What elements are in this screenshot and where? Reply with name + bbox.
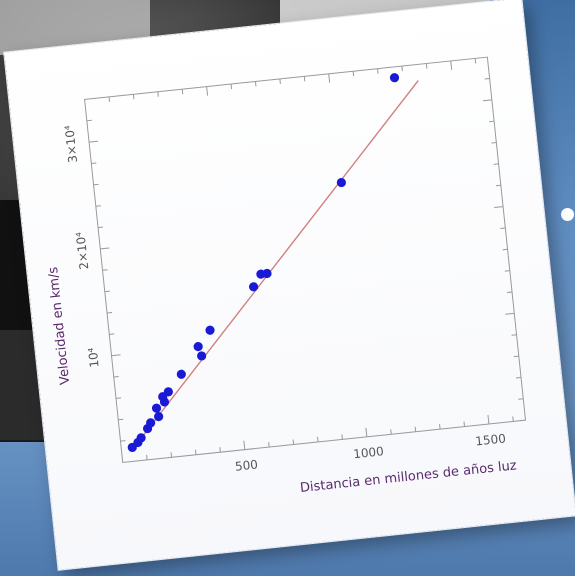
y-tick-mark xyxy=(95,205,101,207)
x-tick-label: 1500 xyxy=(475,431,507,448)
data-point xyxy=(336,177,346,188)
data-point xyxy=(262,268,272,279)
x-tick-mark-top xyxy=(425,63,428,69)
y-tick-mark-right xyxy=(495,184,501,187)
y-tick-mark xyxy=(93,183,99,186)
y-tick-mark-right xyxy=(513,355,519,358)
x-tick-mark xyxy=(365,427,368,437)
y-tick-mark-right xyxy=(507,291,513,294)
fit-line xyxy=(130,80,419,452)
x-tick-mark xyxy=(414,426,417,432)
y-tick-mark-right xyxy=(493,163,499,165)
x-tick-mark-top xyxy=(132,94,135,100)
x-tick-mark-top xyxy=(377,68,379,74)
axes-layer xyxy=(84,56,527,464)
x-tick-mark-top xyxy=(279,78,281,84)
data-point xyxy=(154,411,164,422)
x-tick-mark-top xyxy=(352,71,355,77)
y-tick-mark-right xyxy=(484,77,490,80)
y-tick-mark xyxy=(118,418,124,421)
x-tick-mark xyxy=(390,429,392,435)
data-point xyxy=(136,433,146,443)
y-tick-mark xyxy=(102,269,108,271)
x-tick-mark xyxy=(219,447,221,453)
y-tick-mark xyxy=(111,354,121,357)
x-tick-mark-top xyxy=(230,84,233,90)
y-tick-mark-right xyxy=(511,334,517,336)
y-tick-mark xyxy=(115,397,122,399)
y-tick-label: 3×10⁴ xyxy=(62,124,80,163)
x-tick-label: 500 xyxy=(234,457,258,473)
hubble-scatter-chart: 500 1000 1500 10⁴ 2×10⁴ 3×10⁴ Distancia en mi… xyxy=(46,56,527,496)
data-point xyxy=(151,403,162,413)
y-tick-mark xyxy=(91,162,97,165)
y-tick-mark-right xyxy=(491,142,497,144)
x-tick-label: 1000 xyxy=(353,444,385,461)
x-tick-mark-top xyxy=(206,86,209,96)
y-tick-mark xyxy=(109,333,115,335)
y-tick-mark xyxy=(120,440,126,442)
y-tick-mark-right xyxy=(504,270,510,272)
x-tick-mark-top xyxy=(401,66,403,72)
y-tick-mark-right xyxy=(500,227,506,229)
y-tick-mark-right xyxy=(516,376,522,379)
x-tick-mark-top xyxy=(328,73,331,83)
x-tick-mark-top xyxy=(254,81,257,87)
x-tick-mark-top xyxy=(157,91,159,97)
data-point xyxy=(205,325,215,335)
y-tick-mark-right xyxy=(489,120,495,123)
y-tick-mark-right xyxy=(502,248,508,251)
y-axis-title: Velocidad en km/s xyxy=(46,266,73,386)
data-point xyxy=(163,387,173,397)
data-point xyxy=(146,418,156,428)
x-tick-mark xyxy=(146,454,148,460)
x-tick-mark xyxy=(439,424,441,430)
x-tick-mark xyxy=(512,416,514,422)
y-tick-mark xyxy=(86,119,92,122)
bullet-dot xyxy=(561,208,574,221)
data-point xyxy=(197,351,207,361)
x-tick-mark xyxy=(341,434,343,440)
x-tick-mark xyxy=(463,421,465,427)
x-tick-mark xyxy=(243,440,246,450)
data-point xyxy=(389,73,400,83)
data-point xyxy=(248,282,259,292)
points-layer xyxy=(127,73,400,453)
y-tick-mark xyxy=(89,140,99,143)
plot-frame xyxy=(84,56,527,464)
y-tick-mark-right xyxy=(494,206,504,209)
chart-card: 500 1000 1500 10⁴ 2×10⁴ 3×10⁴ Distancia en mi… xyxy=(4,0,575,570)
ticks-layer: 500 1000 1500 10⁴ 2×10⁴ 3×10⁴ xyxy=(62,58,524,474)
x-tick-mark xyxy=(268,442,270,448)
y-tick-mark-right xyxy=(482,99,492,102)
x-tick-mark-top xyxy=(474,58,477,64)
y-tick-mark xyxy=(97,226,104,229)
x-tick-mark-top xyxy=(108,96,111,102)
x-tick-mark xyxy=(487,414,490,425)
y-tick-mark xyxy=(104,290,110,293)
x-tick-mark xyxy=(194,449,197,455)
y-tick-label: 2×10⁴ xyxy=(73,231,91,270)
x-tick-mark xyxy=(317,436,319,442)
x-tick-mark xyxy=(292,439,295,445)
x-tick-mark-top xyxy=(303,76,306,82)
data-point xyxy=(176,369,186,379)
x-axis-title: Distancia en millones de años luz xyxy=(299,458,517,496)
y-tick-mark xyxy=(113,376,119,378)
x-tick-mark-top xyxy=(450,60,453,70)
x-tick-mark-top xyxy=(181,89,184,95)
y-tick-mark-right xyxy=(518,398,524,400)
y-tick-label: 10⁴ xyxy=(86,347,102,369)
y-tick-mark-right xyxy=(505,312,515,315)
x-tick-mark xyxy=(170,452,173,458)
data-point xyxy=(193,341,203,352)
y-tick-mark xyxy=(106,311,113,314)
y-tick-mark xyxy=(100,247,110,250)
